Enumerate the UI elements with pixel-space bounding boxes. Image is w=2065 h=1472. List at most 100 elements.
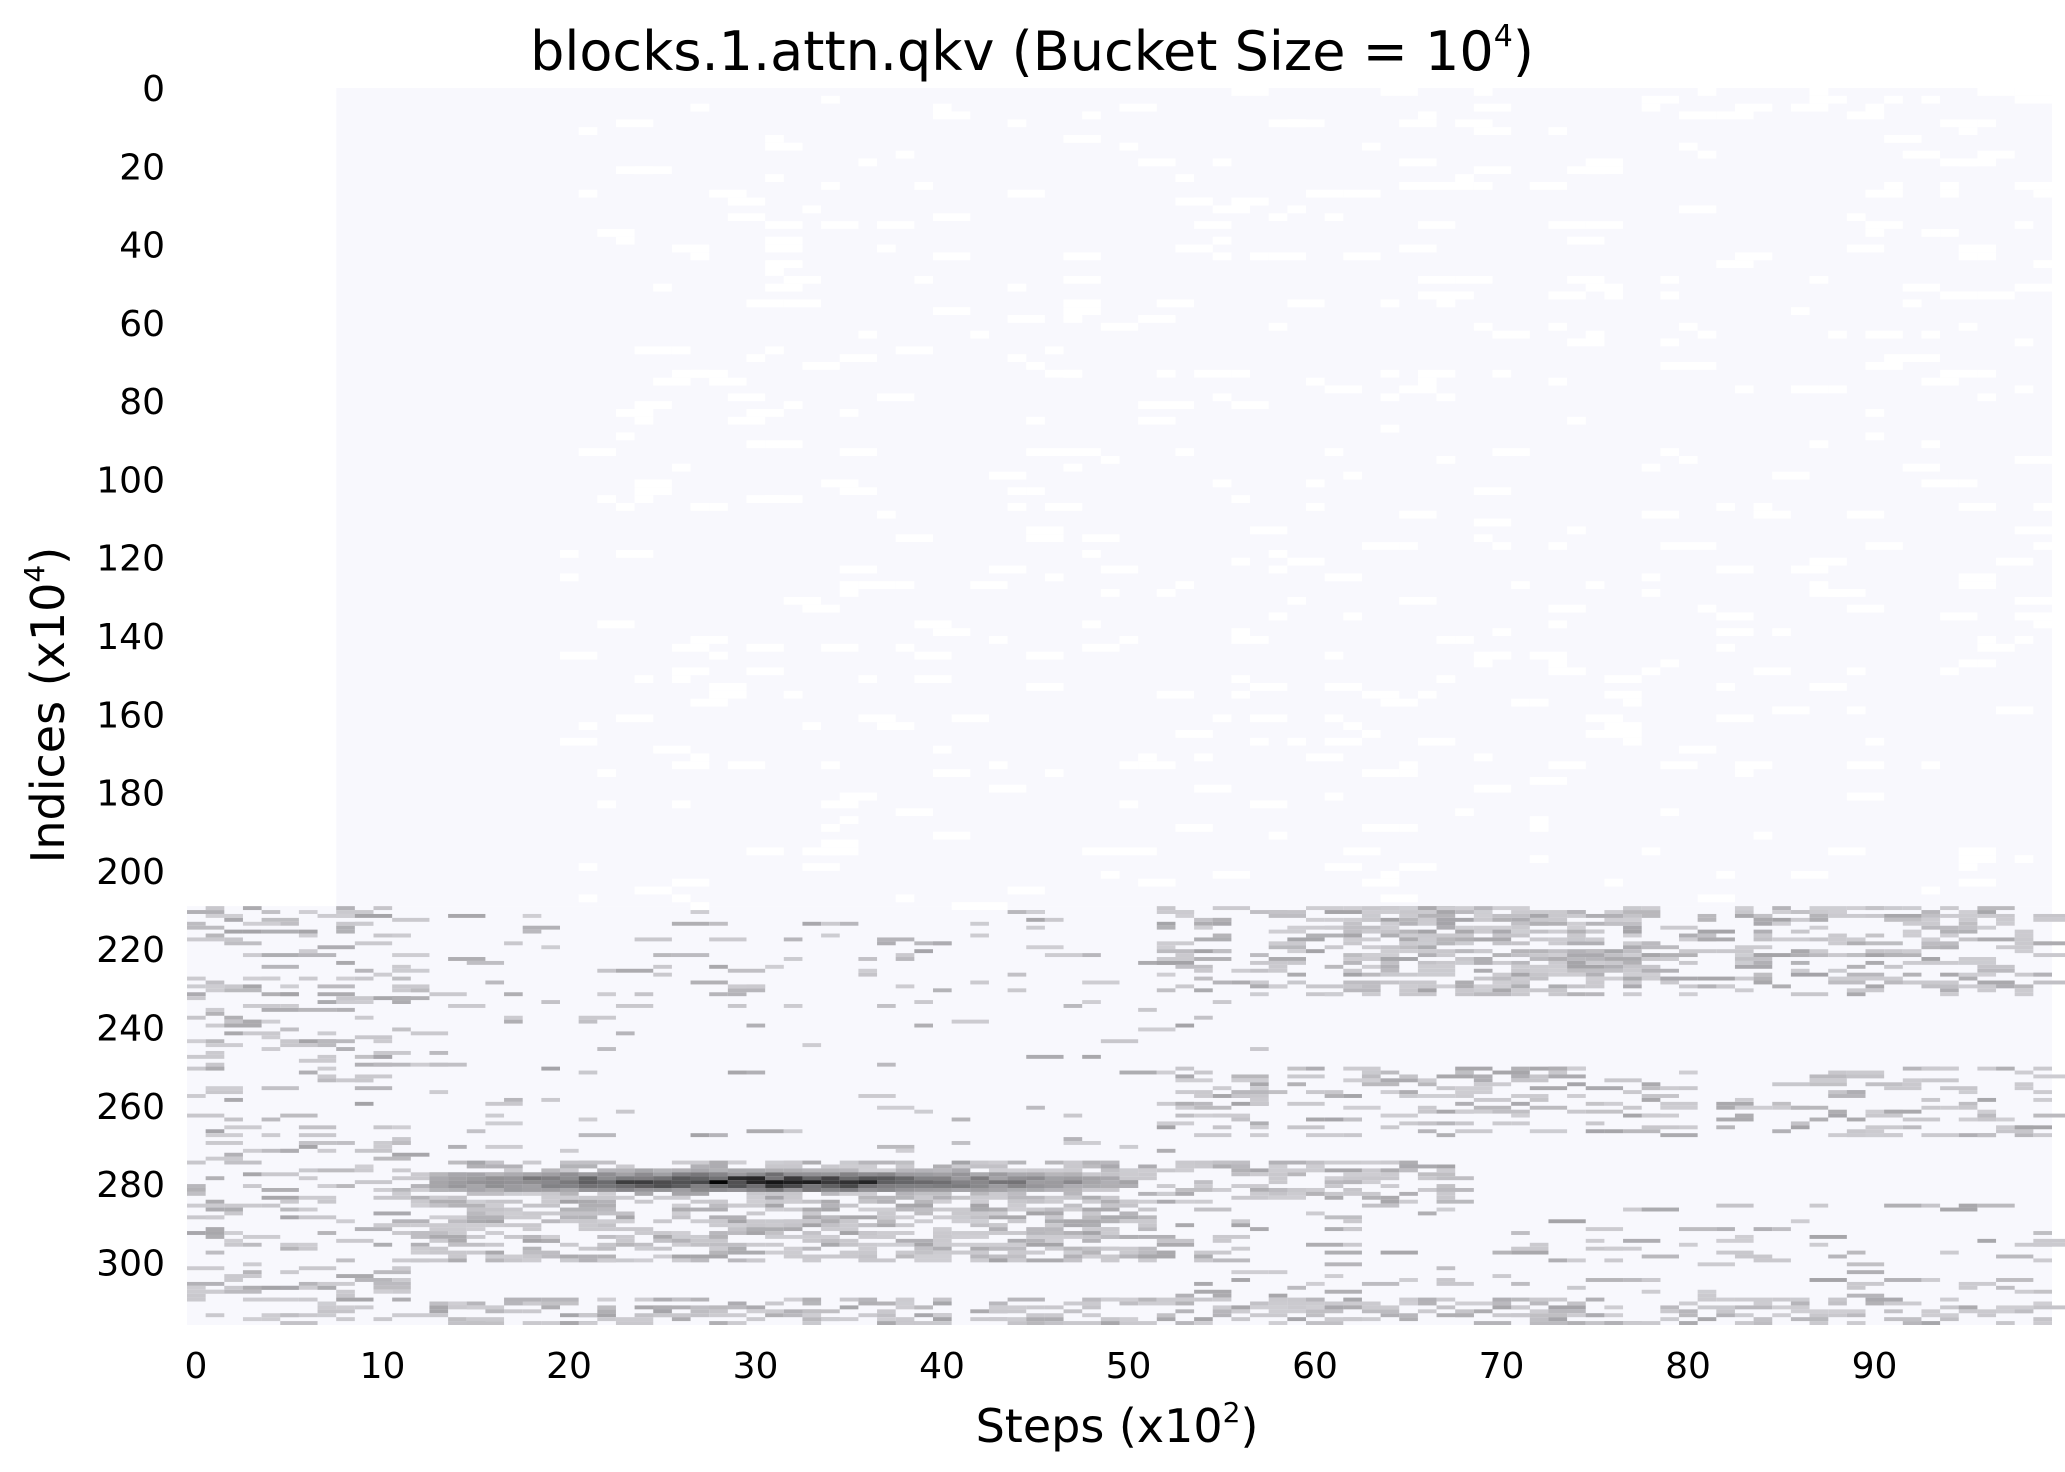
- heatmap-cell: [783, 299, 822, 308]
- heatmap-cell: [1977, 1133, 1997, 1138]
- heatmap-cell: [1380, 917, 1400, 922]
- heatmap-cell: [1977, 291, 2015, 300]
- heatmap-cell: [1268, 910, 1306, 914]
- heatmap-cell: [597, 1254, 616, 1259]
- heatmap-cell: [578, 189, 598, 198]
- heatmap-cell: [298, 949, 318, 954]
- heatmap-cell: [1567, 992, 1586, 997]
- heatmap-cell: [914, 1000, 933, 1004]
- heatmap-cell: [1734, 906, 1754, 911]
- heatmap-cell: [727, 1180, 747, 1185]
- heatmap-cell: [1548, 542, 1568, 550]
- heatmap-cell: [727, 1070, 747, 1075]
- heatmap-cell: [1100, 455, 1120, 464]
- heatmap-cell: [1026, 683, 1064, 691]
- heatmap-cell: [298, 1281, 318, 1286]
- heatmap-cell: [298, 1144, 318, 1149]
- heatmap-cell: [1809, 925, 1829, 930]
- heatmap-cell: [1436, 393, 1456, 402]
- heatmap-cell: [765, 1250, 784, 1255]
- heatmap-cell: [1473, 913, 1493, 918]
- heatmap-cell: [1958, 957, 1997, 961]
- heatmap-cell: [634, 495, 654, 503]
- heatmap-cell: [933, 1313, 952, 1318]
- heatmap-cell: [2014, 636, 2034, 644]
- heatmap-cell: [429, 1215, 467, 1220]
- heatmap-cell: [1380, 1313, 1400, 1318]
- heatmap-cell: [1697, 1317, 1717, 1322]
- heatmap-cell: [1679, 455, 1698, 464]
- heatmap-cell: [560, 1164, 598, 1169]
- heatmap-cell: [1231, 1305, 1251, 1310]
- heatmap-cell: [1250, 1097, 1269, 1102]
- heatmap-cell: [336, 1219, 355, 1224]
- heatmap-cell: [1250, 968, 1269, 973]
- heatmap-cell: [597, 1305, 616, 1310]
- heatmap-cell: [1511, 925, 1530, 930]
- heatmap-cell: [1809, 557, 1847, 566]
- heatmap-cell: [298, 1195, 337, 1200]
- heatmap-cell: [1790, 103, 1829, 112]
- heatmap-cell: [858, 1242, 878, 1247]
- heatmap-cell: [1511, 953, 1530, 958]
- heatmap-cell: [597, 1176, 616, 1181]
- heatmap-cell: [727, 416, 766, 425]
- heatmap-cell: [970, 1160, 989, 1165]
- heatmap-cell: [1548, 620, 1568, 629]
- heatmap-cell: [597, 1223, 616, 1228]
- heatmap-cell: [354, 921, 374, 926]
- heatmap-cell: [858, 1258, 896, 1263]
- heatmap-cell: [877, 937, 915, 942]
- heatmap-cell: [1790, 385, 1829, 394]
- heatmap-cell: [1567, 984, 1586, 989]
- heatmap-cell: [1175, 581, 1195, 590]
- heatmap-cell: [1511, 964, 1530, 969]
- heatmap-cell: [1324, 1215, 1362, 1220]
- heatmap-cell: [597, 1234, 616, 1239]
- heatmap-cell: [1306, 1168, 1325, 1173]
- heatmap-cell: [1063, 134, 1101, 143]
- heatmap-cell: [261, 1203, 281, 1208]
- heatmap-cell: [1473, 322, 1493, 331]
- heatmap-cell: [1212, 870, 1251, 879]
- heatmap-cell: [1567, 1094, 1586, 1098]
- heatmap-cell: [1082, 1238, 1101, 1243]
- heatmap-cell: [1138, 1027, 1176, 1032]
- heatmap-cell: [448, 913, 486, 918]
- heatmap-cell: [877, 1199, 896, 1204]
- heatmap-cell: [914, 651, 952, 660]
- heatmap-cell: [895, 534, 933, 543]
- heatmap-cell: [1138, 1199, 1157, 1204]
- heatmap-cell: [1958, 1285, 1978, 1290]
- heatmap-cell: [821, 643, 859, 652]
- heatmap-cell: [634, 487, 672, 496]
- heatmap-cell: [242, 1172, 262, 1177]
- heatmap-cell: [1194, 1207, 1232, 1212]
- heatmap-cell: [522, 1321, 542, 1325]
- heatmap-cell: [448, 1231, 467, 1235]
- heatmap-cell: [1324, 1168, 1362, 1173]
- heatmap-cell: [1828, 910, 1847, 914]
- heatmap-cell: [2033, 953, 2065, 958]
- heatmap-cell: [578, 1215, 598, 1220]
- heatmap-cell: [783, 937, 803, 942]
- heatmap-cell: [1306, 984, 1344, 989]
- heatmap-cell: [1455, 119, 1493, 128]
- heatmap-cell: [1007, 1184, 1027, 1188]
- heatmap-cell: [914, 1172, 933, 1177]
- heatmap-cell: [615, 714, 654, 723]
- heatmap-cell: [373, 1242, 393, 1247]
- heatmap-cell: [1175, 1199, 1195, 1204]
- heatmap-cell: [988, 1309, 1027, 1314]
- heatmap-cell: [1399, 119, 1437, 128]
- heatmap-cell: [839, 1191, 878, 1196]
- heatmap-cell: [802, 1184, 822, 1188]
- heatmap-cell: [261, 1007, 299, 1012]
- heatmap-cell: [727, 1231, 747, 1235]
- heatmap-cell: [1660, 976, 1698, 981]
- heatmap-cell: [634, 675, 654, 684]
- heatmap-cell: [1100, 1321, 1120, 1325]
- heatmap-cell: [1996, 1305, 2034, 1310]
- heatmap-cells: [187, 88, 2065, 1325]
- heatmap-cell: [1324, 213, 1344, 222]
